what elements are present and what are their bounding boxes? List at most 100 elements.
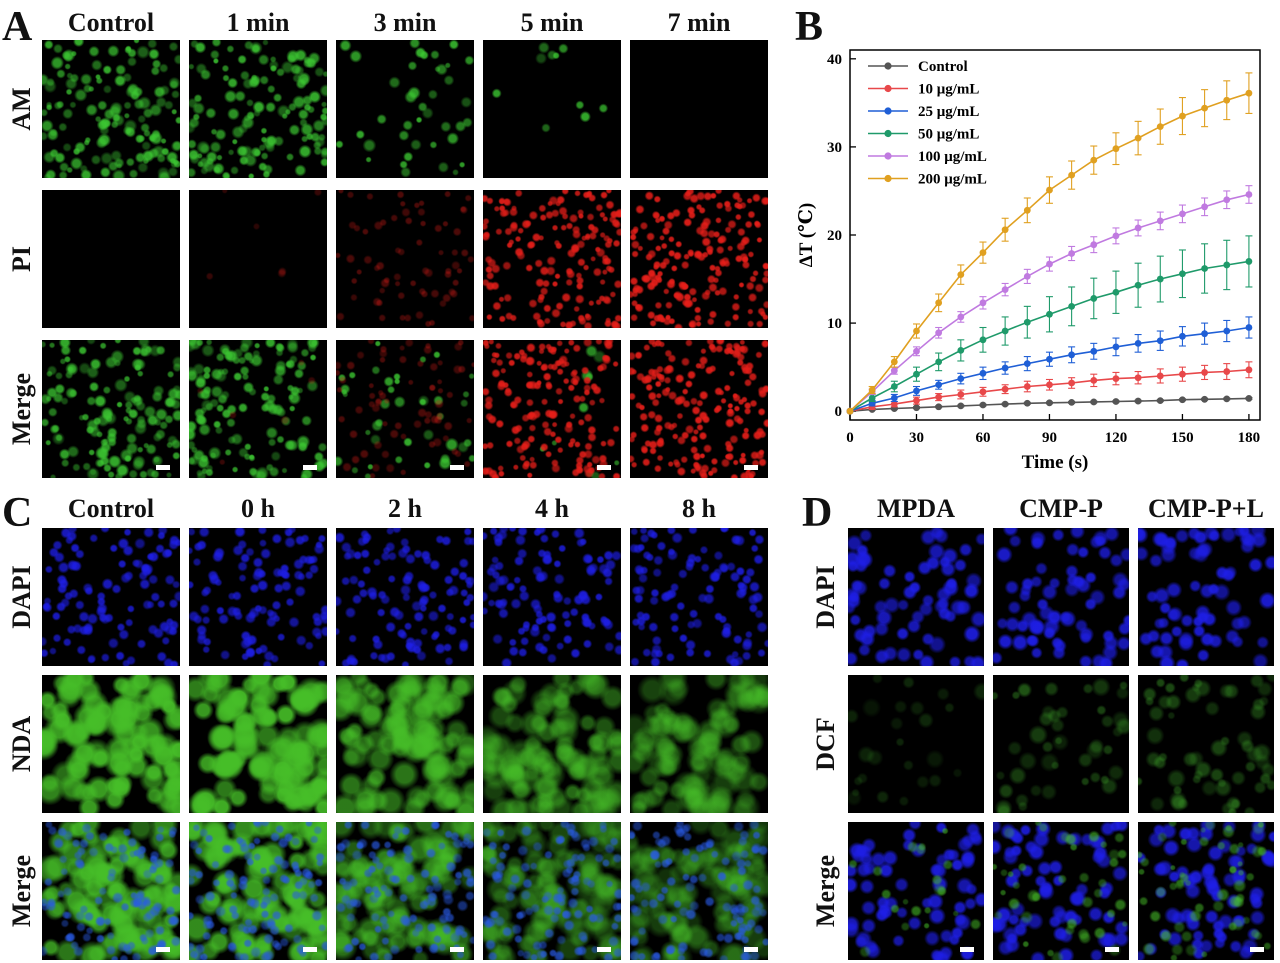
panel-a-micrograph	[630, 340, 768, 478]
data-point	[1156, 123, 1164, 131]
panel-c-row-label: NDA	[7, 715, 36, 773]
data-point	[1179, 396, 1186, 404]
data-point	[935, 381, 943, 389]
data-point	[1112, 343, 1120, 351]
data-point	[1134, 397, 1142, 405]
panel-c-micrograph	[483, 528, 621, 666]
panel-a-micrograph	[189, 340, 327, 478]
legend-label: 10 μg/mL	[918, 82, 979, 98]
legend-marker	[884, 129, 892, 138]
data-point	[1068, 250, 1076, 257]
scale-bar	[303, 465, 317, 470]
panel-d-micrograph	[993, 528, 1129, 666]
scale-bar	[303, 947, 317, 952]
panel-a-micrograph	[336, 190, 474, 328]
data-point	[1112, 232, 1120, 240]
data-point	[1090, 295, 1098, 302]
panel-a-micrograph	[483, 190, 621, 328]
data-point	[1023, 360, 1031, 368]
data-point	[1046, 381, 1053, 389]
data-point	[1068, 171, 1076, 179]
temperature-chart: 0 30 60 90 120 150 180 0 10 20 30 40 Time (s) ΔT (℃) C…	[790, 40, 1270, 480]
panel-d-column-label: CMP-P+L	[1148, 494, 1264, 523]
data-point	[1001, 385, 1009, 393]
data-point	[1201, 265, 1208, 272]
panel-a-micrograph	[630, 190, 768, 328]
panel-a-column-label: 5 min	[520, 8, 584, 37]
panel-d-micrograph	[1138, 822, 1274, 960]
data-point	[957, 313, 965, 321]
data-point	[935, 299, 943, 307]
panel-d-column-label: MPDA	[877, 494, 955, 523]
data-point	[1023, 383, 1031, 390]
data-point	[1112, 145, 1120, 153]
x-tick-label: 30	[909, 430, 924, 446]
panel-c-column-label: Control	[67, 494, 155, 523]
x-tick-label: 150	[1171, 430, 1194, 446]
data-point	[1201, 104, 1208, 112]
data-point	[1201, 395, 1208, 403]
legend-marker	[884, 174, 892, 183]
y-axis-label: ΔT (℃)	[796, 203, 817, 267]
panel-a-column-label: 1 min	[226, 8, 290, 37]
x-tick-label: 60	[975, 430, 990, 446]
data-point	[935, 358, 943, 366]
data-point	[1223, 327, 1231, 335]
panel-d-micrograph	[848, 675, 984, 813]
data-point	[957, 402, 965, 410]
y-tick-label: 40	[827, 52, 842, 68]
panel-c-label: C	[2, 490, 33, 536]
panel-c-micrograph	[189, 528, 327, 666]
data-point	[1090, 347, 1098, 355]
scale-bar	[156, 947, 170, 952]
data-point	[1112, 288, 1120, 296]
data-point	[1001, 286, 1009, 294]
data-point	[1023, 273, 1031, 280]
data-point	[1090, 398, 1098, 406]
data-point	[1001, 226, 1009, 234]
x-tick-label: 0	[846, 430, 854, 446]
panel-d-micrograph	[1138, 675, 1274, 813]
data-point	[913, 370, 920, 378]
legend-marker	[884, 62, 892, 70]
data-point	[935, 329, 943, 337]
data-point	[979, 299, 987, 307]
panel-c-column-label: 4 h	[535, 494, 569, 523]
data-point	[913, 404, 920, 412]
data-point	[1245, 89, 1253, 97]
y-tick-label: 30	[827, 140, 842, 156]
data-point	[1223, 368, 1231, 375]
panel-d-micrograph	[848, 822, 984, 960]
data-point	[1156, 337, 1164, 345]
panel-c-micrograph	[483, 822, 621, 960]
panel-a-micrograph	[336, 340, 474, 478]
data-point	[1090, 376, 1098, 384]
data-point	[1134, 134, 1142, 142]
data-point	[1046, 260, 1053, 268]
panel-c-micrograph	[630, 528, 768, 666]
panel-c-micrograph	[336, 822, 474, 960]
panel-c-row-label: Merge	[7, 854, 36, 928]
panel-a-micrograph	[483, 40, 621, 178]
legend-label: Control	[918, 59, 968, 75]
data-point	[1046, 399, 1053, 407]
data-point	[1090, 156, 1098, 164]
legend-marker	[884, 107, 892, 115]
data-point	[957, 271, 965, 279]
data-point	[1134, 281, 1142, 289]
data-point	[890, 383, 898, 390]
data-point	[1223, 196, 1231, 204]
panel-c-micrograph	[42, 528, 180, 666]
plot-frame	[849, 49, 1261, 421]
panel-a-column-label: Control	[67, 8, 155, 37]
data-point	[1245, 191, 1253, 198]
data-point	[1112, 375, 1120, 382]
scale-bar	[597, 465, 611, 470]
panel-c-column-label: 8 h	[682, 494, 716, 523]
data-point	[1112, 398, 1120, 405]
legend-label: 25 μg/mL	[918, 104, 979, 120]
panel-c-micrograph	[189, 822, 327, 960]
panel-a-micrograph	[189, 40, 327, 178]
y-tick-label: 0	[835, 404, 843, 420]
data-point	[1134, 374, 1142, 382]
